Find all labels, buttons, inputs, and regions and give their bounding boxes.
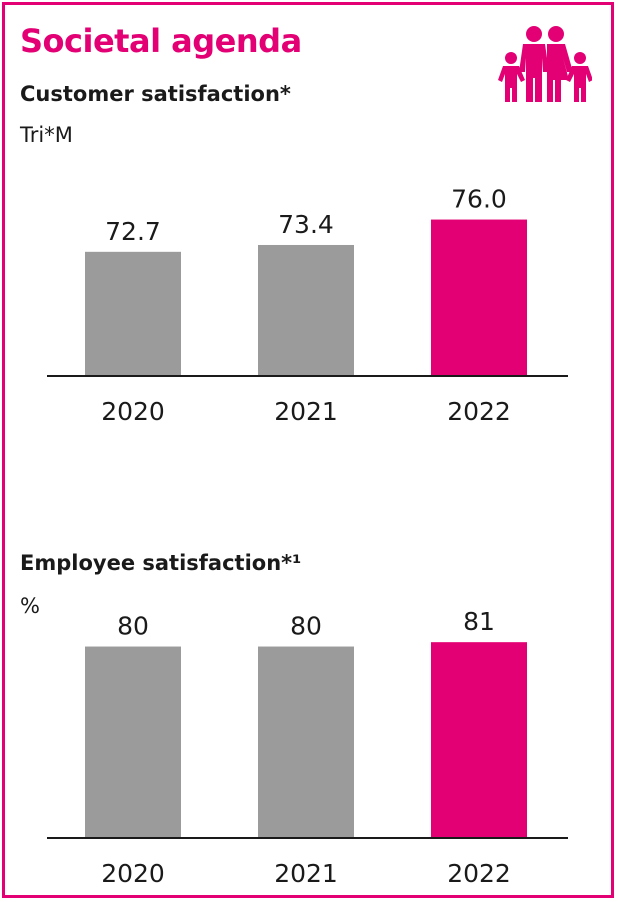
x-tick-label: 2020 bbox=[101, 859, 165, 888]
chart-2-title: Employee satisfaction*¹ bbox=[20, 551, 302, 575]
value-label: 76.0 bbox=[451, 185, 507, 214]
bar-2022 bbox=[431, 219, 527, 376]
bar-2020 bbox=[85, 646, 181, 838]
chart-customer-satisfaction: 72.7 2020 73.4 2021 76.0 2022 bbox=[47, 185, 568, 426]
bar-2021 bbox=[258, 244, 354, 376]
value-label: 72.7 bbox=[105, 217, 161, 246]
x-tick-label: 2021 bbox=[274, 859, 338, 888]
chart-2-unit: % bbox=[20, 594, 40, 618]
x-tick-label: 2020 bbox=[101, 397, 165, 426]
x-tick-label: 2022 bbox=[447, 397, 511, 426]
x-tick-label: 2022 bbox=[447, 859, 511, 888]
x-tick-label: 2021 bbox=[274, 397, 338, 426]
chart-employee-satisfaction: 80 2020 80 2021 81 2022 bbox=[47, 607, 568, 888]
page-title: Societal agenda bbox=[20, 22, 302, 60]
chart-1-title: Customer satisfaction* bbox=[20, 82, 291, 106]
family-icon bbox=[498, 26, 592, 102]
value-label: 80 bbox=[290, 612, 322, 641]
value-label: 80 bbox=[117, 612, 149, 641]
bar-2021 bbox=[258, 646, 354, 838]
chart-1-unit: Tri*M bbox=[20, 123, 73, 147]
value-label: 81 bbox=[463, 607, 495, 636]
bar-2022 bbox=[431, 642, 527, 838]
value-label: 73.4 bbox=[278, 210, 334, 239]
bar-2020 bbox=[85, 251, 181, 376]
